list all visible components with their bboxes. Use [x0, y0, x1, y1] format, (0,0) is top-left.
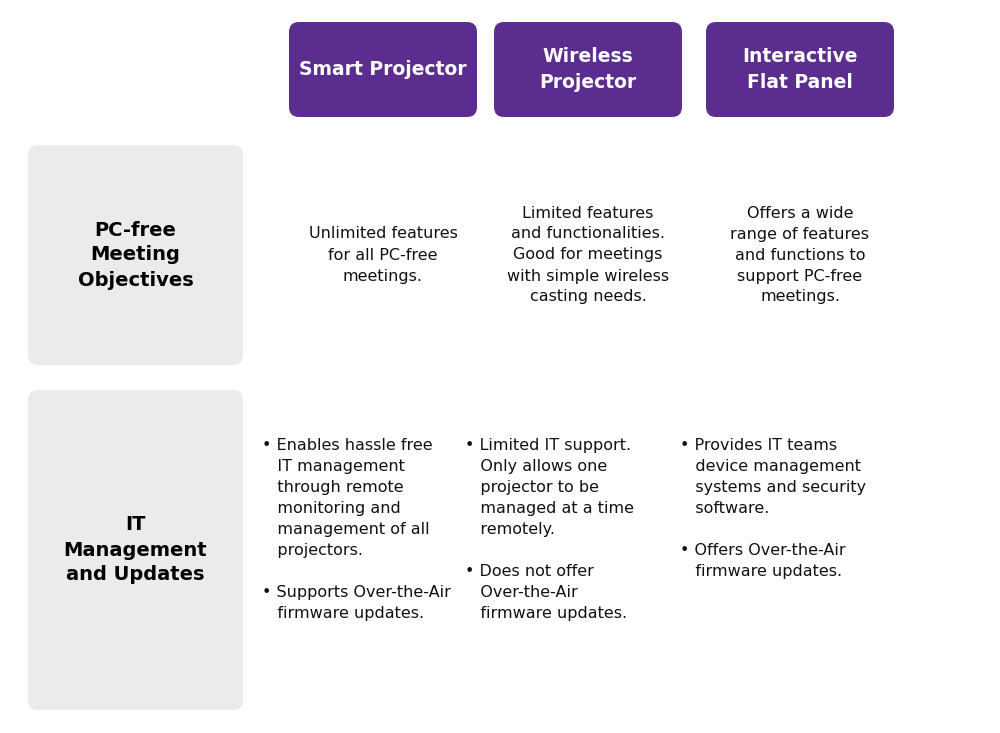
FancyBboxPatch shape [706, 22, 894, 117]
FancyBboxPatch shape [494, 22, 682, 117]
Text: Smart Projector: Smart Projector [299, 60, 467, 79]
Text: • Provides IT teams
   device management
   systems and security
   software.

•: • Provides IT teams device management sy… [680, 438, 866, 579]
Text: Unlimited features
for all PC-free
meetings.: Unlimited features for all PC-free meeti… [309, 226, 457, 284]
FancyBboxPatch shape [28, 145, 243, 365]
Text: Offers a wide
range of features
and functions to
support PC-free
meetings.: Offers a wide range of features and func… [730, 205, 870, 304]
FancyBboxPatch shape [28, 390, 243, 710]
Text: Interactive
Flat Panel: Interactive Flat Panel [742, 48, 858, 92]
Text: IT
Management
and Updates: IT Management and Updates [64, 515, 207, 584]
Text: Limited features
and functionalities.
Good for meetings
with simple wireless
cas: Limited features and functionalities. Go… [507, 205, 669, 304]
Text: • Limited IT support.
   Only allows one
   projector to be
   managed at a time: • Limited IT support. Only allows one pr… [465, 438, 634, 621]
Text: PC-free
Meeting
Objectives: PC-free Meeting Objectives [78, 221, 193, 290]
Text: • Enables hassle free
   IT management
   through remote
   monitoring and
   ma: • Enables hassle free IT management thro… [262, 438, 451, 621]
FancyBboxPatch shape [289, 22, 477, 117]
Text: Wireless
Projector: Wireless Projector [539, 48, 637, 92]
